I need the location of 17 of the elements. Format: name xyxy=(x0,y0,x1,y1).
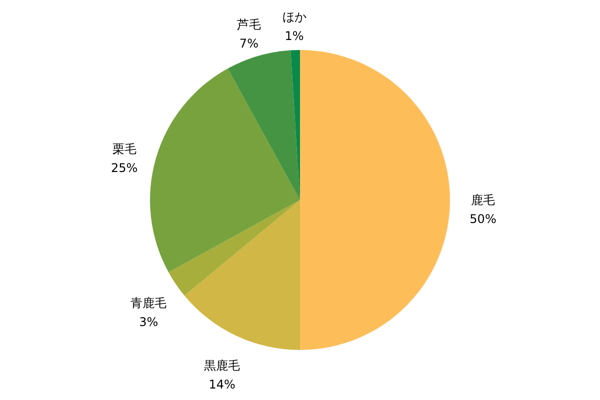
slice-label: 芦毛 xyxy=(236,17,261,32)
pie-slice xyxy=(228,50,300,200)
data-label: 50% xyxy=(470,212,496,226)
data-label: 14% xyxy=(208,378,236,392)
data-label: 1% xyxy=(284,29,304,44)
slice-label: 黒鹿毛 xyxy=(204,358,240,373)
data-label: 7% xyxy=(239,36,258,50)
pie-slice xyxy=(150,68,300,272)
slice-label: ほか xyxy=(282,10,306,24)
pie-slice xyxy=(300,50,450,350)
slice-label: 鹿毛 xyxy=(471,193,495,207)
data-label: 3% xyxy=(139,314,158,329)
slice-label: 青鹿毛 xyxy=(130,296,167,310)
pie-slice xyxy=(184,200,300,350)
data-label: 25% xyxy=(110,160,138,175)
pie-slice xyxy=(168,200,300,296)
slice-label: 栗毛 xyxy=(112,142,136,156)
